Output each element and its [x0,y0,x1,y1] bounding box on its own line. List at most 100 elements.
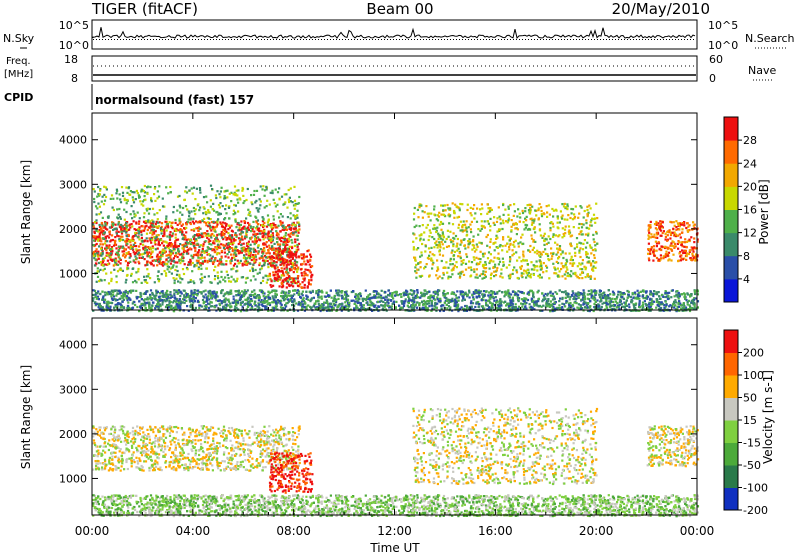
heatmap-cell [133,253,136,256]
heatmap-cell [180,229,183,232]
heatmap-cell [359,302,362,305]
heatmap-cell [119,292,122,295]
heatmap-cell [302,299,306,303]
power-heatmap [92,184,700,313]
heatmap-cell [126,242,129,245]
heatmap-cell [163,251,166,254]
heatmap-cell [174,251,177,254]
heatmap-cell [247,245,250,248]
heatmap-cell [205,195,208,198]
heatmap-cell [455,300,458,304]
heatmap-cell [92,244,95,247]
heatmap-cell [159,255,162,258]
heatmap-cell [300,271,303,275]
heatmap-cell [292,271,295,274]
heatmap-cell [286,282,289,285]
heatmap-cell [146,209,149,212]
heatmap-cell [223,298,226,301]
heatmap-cell [101,253,104,256]
heatmap-cell [605,297,608,300]
heatmap-cell [205,267,208,270]
heatmap-cell [130,205,133,208]
heatmap-cell [248,252,251,256]
heatmap-cell [179,262,182,265]
heatmap-cell [191,257,194,260]
heatmap-cell [231,243,234,246]
heatmap-cell [289,227,293,230]
heatmap-cell [232,249,235,252]
heatmap-cell [119,258,122,261]
heatmap-cell [292,285,295,288]
heatmap-cell [156,221,160,224]
heatmap-cell [496,291,499,294]
heatmap-cell [138,220,141,223]
heatmap-cell [246,276,249,279]
heatmap-cell [273,202,276,205]
heatmap-cell [551,307,554,310]
heatmap-cell [181,244,184,247]
heatmap-cell [302,253,305,256]
heatmap-cell [409,299,412,302]
heatmap-cell [244,303,247,306]
heatmap-cell [127,251,130,254]
heatmap-cell [514,303,517,306]
heatmap-cell [227,300,231,303]
heatmap-cell [407,306,410,309]
heatmap-cell [289,269,292,272]
heatmap-cell [222,244,225,247]
heatmap-cell [94,238,97,241]
heatmap-cell [252,269,255,273]
heatmap-cell [166,265,169,268]
heatmap-cell [98,205,101,208]
heatmap-cell [235,306,238,309]
heatmap-cell [681,307,685,310]
heatmap-cell [230,200,233,203]
heatmap-cell [488,299,491,302]
heatmap-cell [252,193,256,196]
heatmap-cell [243,221,246,225]
heatmap-cell [206,253,209,256]
heatmap-cell [457,310,460,313]
heatmap-cell [409,309,412,312]
heatmap-cell [452,291,455,294]
heatmap-cell [536,304,539,307]
heatmap-cell [369,293,372,296]
heatmap-cell [464,304,467,308]
heatmap-cell [285,277,288,280]
heatmap-cell [414,295,417,298]
heatmap-cell [355,306,358,310]
heatmap-cell [267,266,270,269]
heatmap-cell [238,197,241,200]
heatmap-cell [272,236,275,239]
heatmap-cell [463,293,466,296]
heatmap-cell [176,292,179,295]
heatmap-cell [496,303,499,306]
heatmap-cell [677,305,681,308]
heatmap-cell [135,228,138,231]
heatmap-cell [217,218,220,221]
heatmap-cell [510,293,513,296]
heatmap-cell [175,244,178,247]
heatmap-cell [114,298,117,301]
heatmap-cell [151,297,154,300]
heatmap-cell [289,200,292,203]
heatmap-cell [121,246,124,249]
heatmap-cell [152,264,155,267]
heatmap-cell [286,238,289,241]
heatmap-cell [598,289,601,292]
heatmap-cell [658,303,661,306]
heatmap-cell [293,298,296,301]
heatmap-cell [295,248,298,251]
heatmap-cell [587,289,590,293]
heatmap-cell [173,281,176,285]
heatmap-cell [364,289,367,292]
heatmap-cell [296,214,299,217]
heatmap-cell [127,252,130,256]
heatmap-cell [276,237,279,240]
heatmap-cell [138,226,141,229]
heatmap-cell [262,295,265,298]
heatmap-cell [310,276,313,279]
heatmap-cell [246,230,249,233]
heatmap-cell [677,297,680,300]
nave-label: Nave [748,64,776,77]
